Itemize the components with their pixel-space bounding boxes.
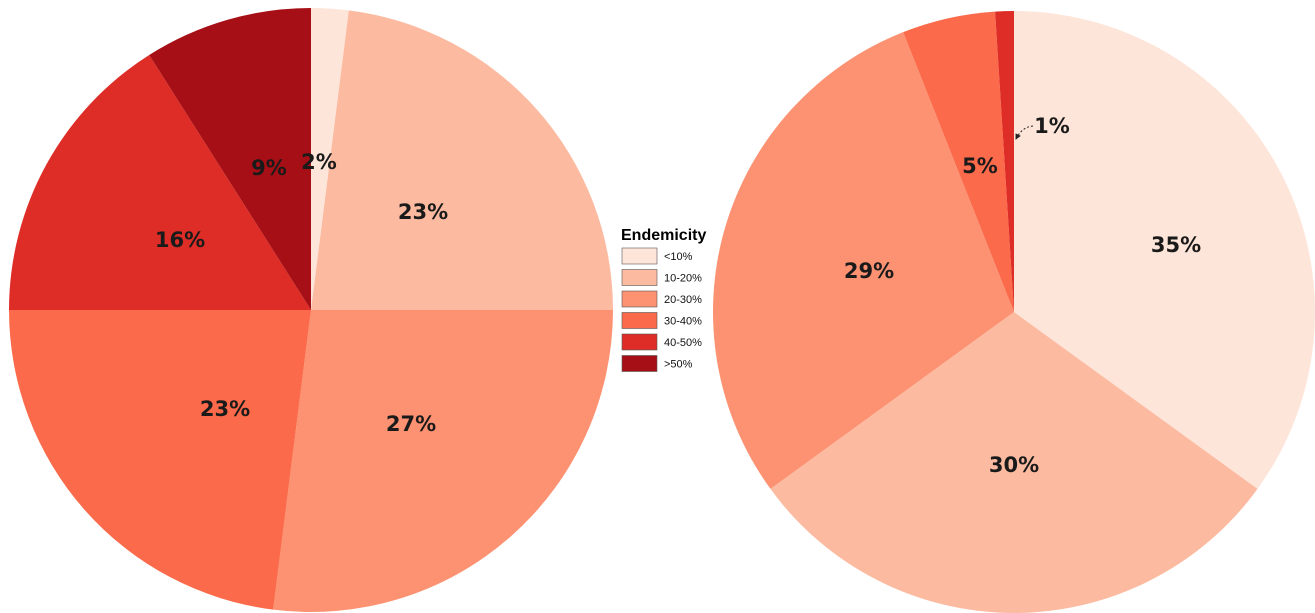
- legend-title: Endemicity: [621, 227, 706, 244]
- pie-slice: [995, 10, 1014, 312]
- slice-label: 35%: [1151, 233, 1201, 257]
- pie-slice: [713, 32, 1014, 489]
- legend-label: 30-40%: [664, 316, 702, 328]
- pie-slice: [1014, 11, 1315, 489]
- slice-label: 16%: [155, 228, 205, 252]
- pie-chart-left: 2% 23% 27% 23% 16% 9%: [9, 7, 613, 613]
- pie-slice: [9, 310, 311, 610]
- legend-swatch: [621, 269, 658, 286]
- pie-slice: [149, 7, 311, 310]
- slice-label: 23%: [200, 397, 250, 421]
- pie-slice: [903, 11, 1014, 313]
- annotation-arrow: [1015, 125, 1034, 140]
- legend-swatch: [621, 333, 658, 351]
- slice-label: 29%: [844, 259, 894, 283]
- slice-label: 9%: [251, 156, 287, 180]
- slice-label: 27%: [386, 412, 436, 436]
- slice-label: 30%: [989, 453, 1039, 477]
- legend-label: <10%: [664, 251, 693, 263]
- pie-chart-right: 35% 30% 29% 5% 1%: [713, 10, 1315, 613]
- legend-swatch: [621, 247, 658, 265]
- pie-slice: [273, 310, 613, 613]
- slice-label: 5%: [962, 154, 998, 178]
- pie-slice: [311, 10, 613, 310]
- pie-slice: [770, 312, 1258, 613]
- legend-label: 20-30%: [664, 294, 702, 306]
- legend-label: >50%: [664, 359, 693, 371]
- legend-swatch: [621, 290, 658, 308]
- legend-label: 40-50%: [664, 337, 702, 349]
- slice-label: 23%: [398, 200, 448, 224]
- slice-label: 1%: [1034, 114, 1070, 138]
- slice-label: 2%: [301, 150, 337, 174]
- legend-label: 10-20%: [664, 273, 702, 285]
- legend: Endemicity <10% 10-20% 20-30% 30-40% 40-50% >…: [621, 227, 706, 372]
- legend-swatch: [621, 312, 658, 329]
- pie-slice: [311, 7, 349, 310]
- legend-swatch: [621, 355, 658, 372]
- pie-slice: [9, 55, 311, 311]
